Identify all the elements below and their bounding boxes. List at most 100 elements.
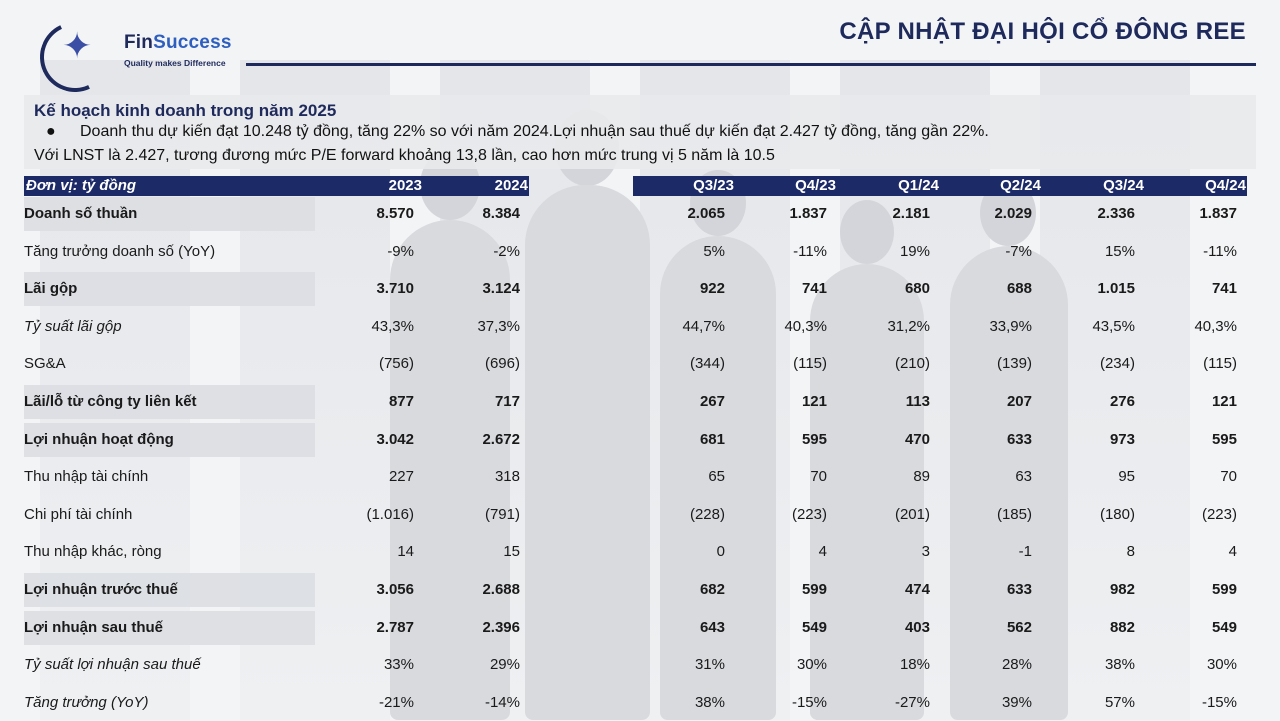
row-label: Thu nhập tài chính bbox=[24, 468, 149, 486]
annual-value: (1.016) bbox=[366, 505, 414, 523]
financial-table: Đơn vị: tỷ đồng 2023 2024 Q3/23 Q4/23 Q1/24 Q… bbox=[0, 176, 1280, 720]
annual-value: 2.787 bbox=[376, 618, 414, 636]
annual-value: 15 bbox=[503, 543, 520, 561]
quarter-value: (228) bbox=[689, 505, 725, 523]
annual-value: 8.384 bbox=[482, 205, 520, 222]
quarter-value: (223) bbox=[1201, 505, 1237, 523]
annual-value: 318 bbox=[494, 468, 520, 486]
annual-value: 14 bbox=[397, 543, 414, 561]
quarter-value: 95 bbox=[1118, 468, 1135, 486]
plan-bullet-text: Doanh thu dự kiến đạt 10.248 tỷ đồng, tă… bbox=[80, 123, 989, 140]
quarter-value: 19% bbox=[899, 242, 930, 260]
row-label: Tăng trưởng doanh số (YoY) bbox=[24, 242, 216, 260]
quarter-value: 121 bbox=[801, 393, 827, 410]
table-row: Thu nhập tài chính 227 318 65 70 89 63 95 70 bbox=[0, 458, 1280, 496]
quarter-value: 549 bbox=[801, 618, 827, 636]
quarter-value: (210) bbox=[894, 355, 930, 373]
table-row: Lãi gộp 3.710 3.124 922 741 680 688 1.015 741 bbox=[0, 270, 1280, 308]
bullet-icon: ● bbox=[46, 123, 56, 140]
quarter-value: 113 bbox=[905, 393, 930, 410]
row-label: Doanh số thuần bbox=[24, 205, 138, 222]
row-label: Thu nhập khác, ròng bbox=[24, 543, 162, 561]
quarter-value: 70 bbox=[1220, 468, 1237, 486]
plan-note: Với LNST là 2.427, tương đương mức P/E f… bbox=[34, 147, 775, 164]
quarter-value: 633 bbox=[1006, 581, 1032, 598]
annual-value: -9% bbox=[387, 242, 414, 260]
quarter-value: 1.015 bbox=[1097, 280, 1135, 298]
quarter-value: 2.065 bbox=[687, 205, 725, 222]
quarter-value: 30% bbox=[796, 656, 827, 674]
table-row: SG&A (756) (696) (344) (115) (210) (139) (234) (… bbox=[0, 345, 1280, 383]
row-label: Lợi nhuận sau thuế bbox=[24, 618, 163, 636]
business-plan-box: Kế hoạch kinh doanh trong năm 2025 ● Doan… bbox=[24, 95, 1256, 169]
quarter-value: 595 bbox=[1211, 430, 1237, 448]
row-label: Lãi/lỗ từ công ty liên kết bbox=[24, 393, 197, 410]
column-header-quarter: Q4/23 bbox=[795, 177, 836, 194]
row-highlight bbox=[24, 610, 315, 645]
row-label: SG&A bbox=[24, 355, 66, 373]
quarter-value: (139) bbox=[996, 355, 1032, 373]
quarter-value: (115) bbox=[793, 355, 827, 373]
annual-value: 3.710 bbox=[376, 280, 414, 298]
table-row: Tỷ suất lợi nhuận sau thuế 33% 29% 31% 30% 18… bbox=[0, 646, 1280, 684]
table-row: Tăng trưởng (YoY) -21% -14% 38% -15% -27% 39% 5… bbox=[0, 684, 1280, 721]
quarter-value: 44,7% bbox=[682, 317, 725, 335]
quarter-value: 741 bbox=[801, 280, 827, 298]
row-highlight bbox=[24, 272, 315, 307]
quarter-value: 18% bbox=[899, 656, 930, 674]
quarter-value: 1.837 bbox=[789, 205, 827, 222]
annual-value: 717 bbox=[494, 393, 520, 410]
row-label: Tỷ suất lãi gộp bbox=[24, 317, 122, 335]
quarter-value: 65 bbox=[708, 468, 725, 486]
table-row: Lợi nhuận trước thuế 3.056 2.688 682 599 474 6… bbox=[0, 571, 1280, 609]
row-label: Lợi nhuận trước thuế bbox=[24, 581, 178, 598]
quarter-value: 2.029 bbox=[994, 205, 1032, 222]
row-highlight bbox=[24, 385, 315, 419]
quarter-value: 681 bbox=[699, 430, 725, 448]
column-header-annual: 2023 bbox=[388, 177, 422, 194]
logo-star-icon: ✦ bbox=[62, 25, 93, 66]
annual-value: 227 bbox=[388, 468, 414, 486]
column-header-quarter: Q2/24 bbox=[1000, 177, 1041, 194]
quarter-value: 31,2% bbox=[887, 317, 930, 335]
quarter-value: (344) bbox=[689, 355, 725, 373]
quarter-value: 922 bbox=[699, 280, 725, 298]
annual-value: (756) bbox=[378, 355, 414, 373]
column-header-quarter: Q3/23 bbox=[693, 177, 734, 194]
table-row: Chi phí tài chính (1.016) (791) (228) (223) (… bbox=[0, 496, 1280, 534]
quarter-value: (180) bbox=[1099, 505, 1135, 523]
quarter-value: 973 bbox=[1109, 430, 1135, 448]
row-highlight bbox=[24, 422, 315, 457]
quarter-value: 63 bbox=[1015, 468, 1032, 486]
table-row: Doanh số thuần 8.570 8.384 2.065 1.837 2.181 2… bbox=[0, 195, 1280, 233]
annual-value: -21% bbox=[378, 693, 414, 711]
quarter-value: 207 bbox=[1006, 393, 1032, 410]
row-label: Tỷ suất lợi nhuận sau thuế bbox=[24, 656, 201, 674]
quarter-value: 741 bbox=[1211, 280, 1237, 298]
quarter-value: -15% bbox=[1201, 693, 1237, 711]
quarter-value: (185) bbox=[996, 505, 1032, 523]
quarter-value: 1.837 bbox=[1199, 205, 1237, 222]
unit-label: Đơn vị: tỷ đồng bbox=[26, 177, 137, 194]
annual-value: 3.042 bbox=[376, 430, 414, 448]
quarter-value: 0 bbox=[716, 543, 725, 561]
quarter-value: 599 bbox=[801, 581, 827, 598]
table-row: Tỷ suất lãi gộp 43,3% 37,3% 44,7% 40,3% 31,2%… bbox=[0, 308, 1280, 346]
quarter-value: -15% bbox=[791, 693, 827, 711]
quarter-value: 40,3% bbox=[784, 317, 827, 335]
plan-heading: Kế hoạch kinh doanh trong năm 2025 bbox=[34, 101, 337, 120]
row-label: Lãi gộp bbox=[24, 280, 78, 298]
row-label: Tăng trưởng (YoY) bbox=[24, 693, 149, 711]
column-header-quarter: Q1/24 bbox=[898, 177, 939, 194]
annual-value: -2% bbox=[493, 242, 520, 260]
quarter-value: 39% bbox=[1001, 693, 1032, 711]
quarter-value: 30% bbox=[1206, 656, 1237, 674]
annual-header-bar bbox=[24, 176, 529, 196]
quarter-value: 549 bbox=[1211, 618, 1237, 636]
quarter-value: (201) bbox=[894, 505, 930, 523]
annual-value: 2.396 bbox=[482, 618, 520, 636]
annual-value: 2.688 bbox=[482, 581, 520, 598]
annual-value: 2.672 bbox=[482, 430, 520, 448]
brand-tagline: Quality makes Difference bbox=[124, 58, 226, 68]
